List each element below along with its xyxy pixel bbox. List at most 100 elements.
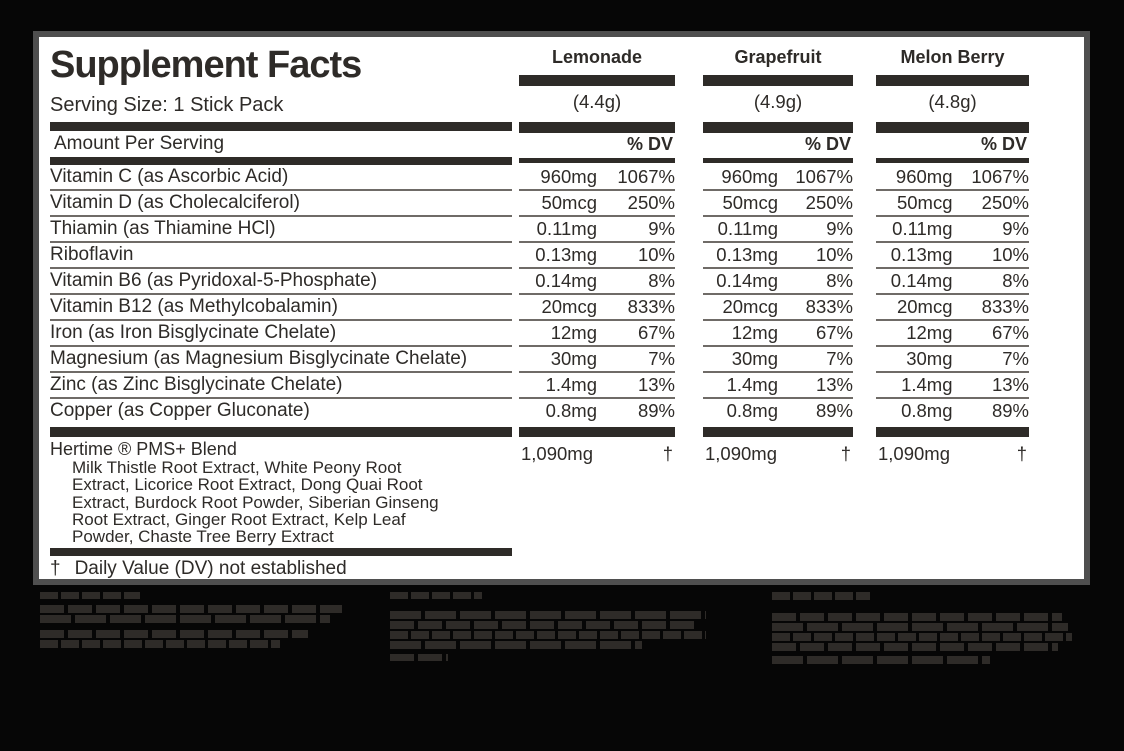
blend-amount: 1,090mg	[521, 443, 593, 464]
blend-dv: †	[1016, 443, 1027, 464]
divider-bar	[876, 122, 1029, 133]
squished-text-line	[40, 592, 140, 599]
nutrient-value-row: 1.4mg 13%	[876, 373, 1029, 399]
flavor-rows: 960mg 1067% 50mcg 250% 0.11mg 9% 0.13mg 10% 0.14…	[703, 165, 853, 425]
nutrient-value-row: 30mg 7%	[703, 347, 853, 373]
dagger-symbol: †	[50, 558, 61, 580]
nutrient-value-row: 12mg 67%	[703, 321, 853, 347]
divider-bar	[703, 122, 853, 133]
blend-value-row: 1,090mg †	[703, 442, 853, 466]
nutrient-value-row: 0.14mg 8%	[703, 269, 853, 295]
squished-text-line	[772, 592, 870, 600]
nutrient-value-row: 20mcg 833%	[703, 295, 853, 321]
dv-header: % DV	[626, 134, 673, 154]
flavor-name: Lemonade	[551, 47, 643, 67]
divider-bar	[519, 427, 675, 437]
nutrient-label: Vitamin D (as Cholecalciferol)	[50, 191, 512, 217]
nutrient-value-row: 0.11mg 9%	[519, 217, 675, 243]
flavor-weight: (4.8g)	[928, 91, 977, 112]
nutrient-value-row: 12mg 67%	[519, 321, 675, 347]
flavor-rows: 960mg 1067% 50mcg 250% 0.11mg 9% 0.13mg 10% 0.14…	[519, 165, 675, 425]
squished-text-line	[390, 621, 698, 629]
squished-text-line	[772, 643, 1058, 651]
nutrient-label: Vitamin B12 (as Methylcobalamin)	[50, 295, 512, 321]
flavor-name: Grapefruit	[734, 47, 822, 67]
nutrient-value-row: 960mg 1067%	[876, 165, 1029, 191]
divider-bar	[703, 158, 853, 163]
squished-text-line	[40, 615, 330, 623]
squished-text-line	[772, 656, 990, 664]
nutrient-value-row: 0.13mg 10%	[519, 243, 675, 269]
nutrient-value-row: 20mcg 833%	[519, 295, 675, 321]
squished-text-line	[390, 631, 706, 639]
nutrient-value-row: 0.11mg 9%	[876, 217, 1029, 243]
divider-bar	[703, 427, 853, 437]
nutrient-value-row: 0.8mg 89%	[901, 400, 1029, 421]
blend-amount: 1,090mg	[705, 443, 777, 464]
nutrient-value-row: 1.4mg 13%	[703, 373, 853, 399]
blend-ingredients: Milk Thistle Root Extract, White Peony R…	[72, 458, 439, 547]
nutrient-labels: Vitamin C (as Ascorbic Acid) Vitamin D (a…	[50, 165, 512, 425]
nutrient-value-row: 50mcg 250%	[876, 191, 1029, 217]
nutrient-label: Vitamin B6 (as Pyridoxal-5-Phosphate)	[50, 269, 512, 295]
blend-dv: †	[840, 443, 851, 464]
divider-bar	[519, 158, 675, 163]
flavor-column: Grapefruit (4.9g) % DV 960mg 1067% 50mcg 25…	[703, 37, 853, 466]
squished-text-line	[772, 613, 1062, 621]
nutrient-value-row: 960mg 1067%	[703, 165, 853, 191]
nutrient-label: Thiamin (as Thiamine HCl)	[50, 217, 512, 243]
flavor-weight: (4.4g)	[572, 91, 622, 112]
nutrient-value-row: 30mg 7%	[519, 347, 675, 373]
nutrient-value-row: 960mg 1067%	[519, 165, 675, 191]
squished-text-line	[772, 623, 1068, 631]
divider-bar	[876, 158, 1029, 163]
divider-bar	[519, 75, 675, 86]
divider-bar	[876, 427, 1029, 437]
blend-dv: †	[662, 443, 673, 464]
flavor-rows: 960mg 1067% 50mcg 250% 0.11mg 9% 0.13mg 10% 0.14…	[876, 165, 1029, 425]
nutrient-label: Zinc (as Zinc Bisglycinate Chelate)	[50, 373, 512, 399]
nutrient-value-row: 0.8mg 89%	[545, 400, 675, 421]
serving-size: Serving Size: 1 Stick Pack	[50, 94, 284, 116]
supplement-facts-panel: Supplement Facts Serving Size: 1 Stick P…	[33, 31, 1090, 585]
divider-bar	[876, 75, 1029, 86]
dv-footnote-text: Daily Value (DV) not established	[74, 558, 347, 580]
flavor-name: Melon Berry	[900, 47, 1005, 67]
nutrient-value-row: 50mcg 250%	[519, 191, 675, 217]
divider-bar	[50, 122, 512, 131]
nutrient-value-row: 0.11mg 9%	[703, 217, 853, 243]
nutrient-label: Iron (as Iron Bisglycinate Chelate)	[50, 321, 512, 347]
blend-value-row: 1,090mg †	[876, 442, 1029, 466]
squished-text-line	[772, 633, 1072, 641]
dv-footnote: † Daily Value (DV) not established	[50, 558, 512, 579]
divider-bar	[50, 427, 512, 437]
nutrient-value-row: 0.13mg 10%	[876, 243, 1029, 269]
flavor-column: Lemonade (4.4g) % DV 960mg 1067% 50mcg 250%…	[519, 37, 675, 466]
divider-bar	[519, 122, 675, 133]
nutrient-value-row: 30mg 7%	[876, 347, 1029, 373]
dv-header: % DV	[804, 134, 851, 154]
squished-text-line	[40, 630, 308, 638]
nutrient-label-column: Supplement Facts Serving Size: 1 Stick P…	[50, 37, 512, 579]
squished-text-line	[390, 592, 482, 599]
nutrient-value-row: 1.4mg 13%	[519, 373, 675, 399]
nutrient-label: Magnesium (as Magnesium Bisglycinate Che…	[50, 347, 512, 373]
nutrient-value-row: 50mcg 250%	[703, 191, 853, 217]
nutrient-label: Copper (as Copper Gluconate)	[50, 400, 310, 421]
panel-title: Supplement Facts	[50, 44, 362, 86]
flavor-weight: (4.9g)	[753, 91, 803, 112]
nutrient-value-row: 0.14mg 8%	[876, 269, 1029, 295]
nutrient-value-row: 20mcg 833%	[876, 295, 1029, 321]
squished-text-line	[390, 654, 448, 661]
nutrient-value-row: 0.8mg 89%	[726, 400, 853, 421]
squished-text-line	[390, 641, 642, 649]
amount-per-serving-header: Amount Per Serving	[54, 133, 225, 154]
divider-bar	[50, 157, 512, 165]
nutrient-value-row: 0.14mg 8%	[519, 269, 675, 295]
divider-bar	[50, 548, 512, 557]
nutrient-value-row: 0.13mg 10%	[703, 243, 853, 269]
dv-header: % DV	[980, 134, 1027, 154]
blend-value-row: 1,090mg †	[519, 442, 675, 466]
blend-amount: 1,090mg	[878, 443, 950, 464]
